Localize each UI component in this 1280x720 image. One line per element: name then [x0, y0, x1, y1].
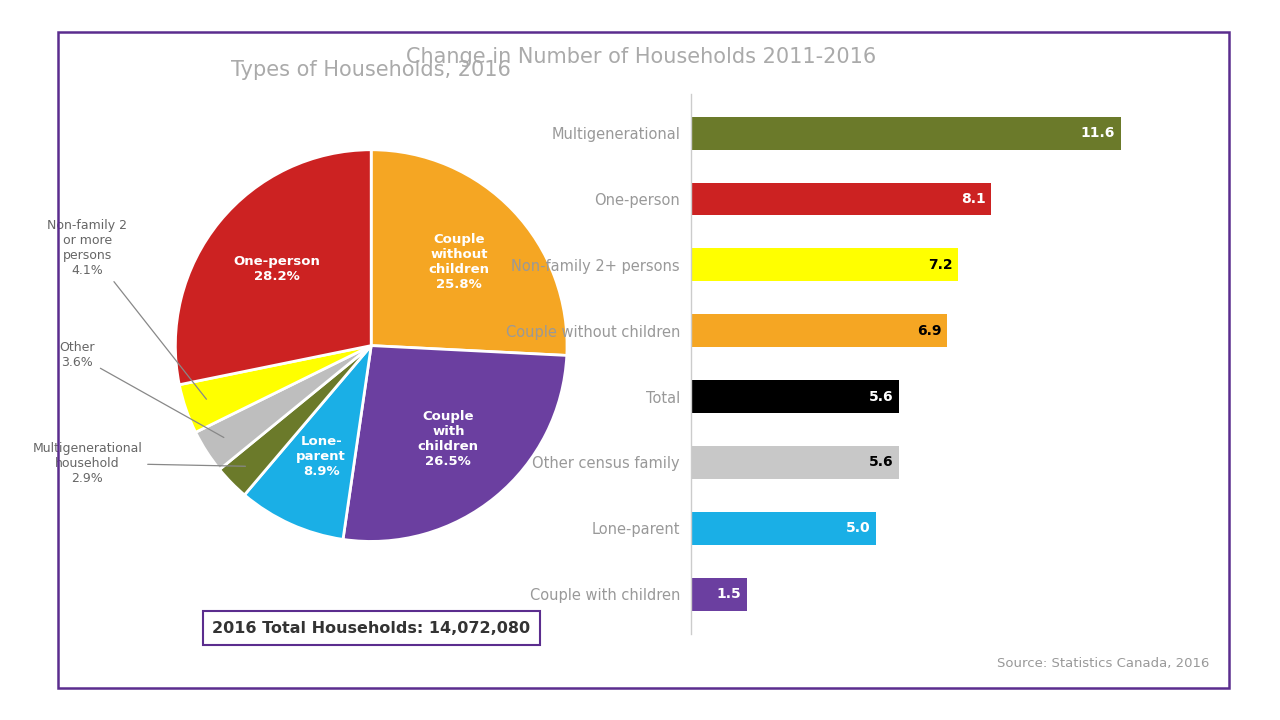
Text: Other
3.6%: Other 3.6%: [60, 341, 224, 438]
Bar: [691, 117, 1121, 150]
Text: Source: Statistics Canada, 2016: Source: Statistics Canada, 2016: [997, 657, 1210, 670]
Bar: [691, 182, 991, 215]
Wedge shape: [244, 346, 371, 539]
Text: Couple
without
children
25.8%: Couple without children 25.8%: [429, 233, 490, 291]
Text: Couple
with
children
26.5%: Couple with children 26.5%: [417, 410, 479, 469]
Wedge shape: [343, 346, 567, 541]
Text: One-person
28.2%: One-person 28.2%: [234, 255, 320, 283]
Wedge shape: [196, 346, 371, 469]
Text: 11.6: 11.6: [1080, 126, 1115, 140]
Text: Change in Number of Households 2011-2016: Change in Number of Households 2011-2016: [406, 47, 877, 67]
Bar: [691, 248, 957, 282]
Bar: [691, 446, 899, 479]
Wedge shape: [371, 150, 567, 356]
Wedge shape: [220, 346, 371, 495]
Text: 8.1: 8.1: [961, 192, 986, 206]
Text: Non-family 2
or more
persons
4.1%: Non-family 2 or more persons 4.1%: [47, 219, 206, 400]
Bar: [691, 380, 899, 413]
Text: 5.6: 5.6: [868, 455, 893, 469]
Text: 2016 Total Households: 14,072,080: 2016 Total Households: 14,072,080: [212, 621, 530, 636]
Text: 5.0: 5.0: [846, 521, 870, 535]
Text: Lone-
parent
8.9%: Lone- parent 8.9%: [297, 435, 346, 478]
Text: 1.5: 1.5: [717, 587, 741, 601]
Wedge shape: [179, 346, 371, 432]
Text: 6.9: 6.9: [916, 324, 941, 338]
Text: 7.2: 7.2: [928, 258, 952, 272]
Text: Multigenerational
household
2.9%: Multigenerational household 2.9%: [32, 441, 246, 485]
Text: 5.6: 5.6: [868, 390, 893, 403]
Bar: [691, 314, 947, 347]
Bar: [691, 512, 877, 545]
Wedge shape: [175, 150, 371, 384]
Bar: [691, 577, 746, 611]
Title: Types of Households, 2016: Types of Households, 2016: [232, 60, 511, 80]
